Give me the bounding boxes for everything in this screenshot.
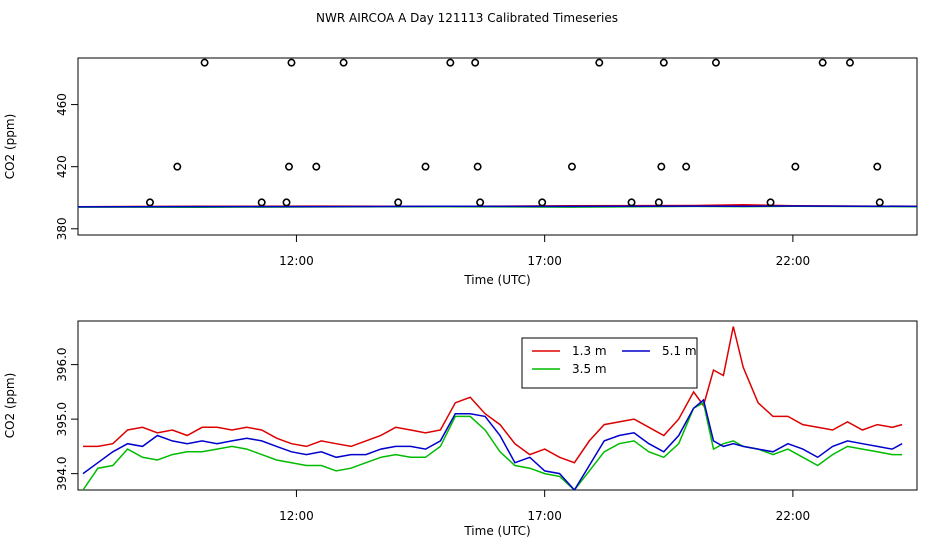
y-tick-label: 395.0 bbox=[55, 402, 69, 436]
plot-frame bbox=[77, 320, 918, 491]
data-point bbox=[818, 58, 827, 67]
x-axis-label: Time (UTC) bbox=[463, 524, 530, 538]
plot-area bbox=[82, 326, 903, 490]
series-line-5.1-m bbox=[82, 398, 903, 490]
data-point bbox=[476, 198, 485, 207]
x-tick-label: 12:00 bbox=[279, 509, 314, 523]
y-axis-label: CO2 (ppm) bbox=[3, 114, 17, 180]
series-line-3.5-m bbox=[82, 401, 903, 490]
data-point bbox=[287, 58, 296, 67]
data-point bbox=[473, 162, 482, 171]
figure-title: NWR AIRCOA A Day 121113 Calibrated Times… bbox=[316, 11, 618, 25]
series-line-5.1-m bbox=[78, 205, 917, 208]
bottom-panel: 12:00 17:00 22:00 394.0 395.0 396.0 Time (UTC)… bbox=[3, 320, 918, 538]
data-point bbox=[282, 198, 291, 207]
data-point bbox=[654, 198, 663, 207]
data-point bbox=[845, 58, 854, 67]
y-tick-label: 396.0 bbox=[55, 347, 69, 381]
y-axis-label: CO2 (ppm) bbox=[3, 373, 17, 439]
data-point bbox=[200, 58, 209, 67]
x-tick-label: 17:00 bbox=[527, 509, 562, 523]
plot-area bbox=[78, 58, 917, 242]
data-point bbox=[231, 236, 237, 242]
data-point bbox=[482, 236, 488, 242]
series-line-1.3-m bbox=[83, 326, 903, 464]
data-point bbox=[284, 162, 293, 171]
data-point bbox=[567, 162, 576, 171]
x-tick-label: 12:00 bbox=[279, 254, 314, 268]
data-point bbox=[791, 162, 800, 171]
legend-label: 1.3 m bbox=[572, 344, 607, 358]
data-point bbox=[257, 198, 266, 207]
data-point bbox=[682, 162, 691, 171]
data-point bbox=[145, 198, 154, 207]
x-axis-label: Time (UTC) bbox=[463, 273, 530, 287]
data-point bbox=[394, 198, 403, 207]
data-point bbox=[421, 162, 430, 171]
data-point bbox=[879, 236, 885, 242]
data-point bbox=[766, 198, 775, 207]
legend-box bbox=[521, 337, 698, 389]
data-point bbox=[657, 162, 666, 171]
data-point bbox=[512, 236, 518, 242]
plot-frame bbox=[77, 57, 918, 236]
data-point bbox=[627, 198, 636, 207]
data-point bbox=[368, 236, 374, 242]
data-point bbox=[312, 162, 321, 171]
top-panel: 12:00 17:00 22:00 380 420 460 Time (UTC) CO2 (p… bbox=[3, 57, 918, 287]
data-point bbox=[653, 236, 659, 242]
data-point bbox=[873, 162, 882, 171]
data-point bbox=[875, 198, 884, 207]
data-point bbox=[446, 58, 455, 67]
y-tick-label: 420 bbox=[55, 155, 69, 178]
data-point bbox=[711, 58, 720, 67]
data-point bbox=[740, 236, 746, 242]
data-point bbox=[119, 236, 125, 242]
x-tick-label: 17:00 bbox=[527, 254, 562, 268]
data-point bbox=[339, 58, 348, 67]
legend-label: 5.1 m bbox=[662, 344, 697, 358]
data-point bbox=[659, 58, 668, 67]
y-tick-label: 380 bbox=[55, 217, 69, 240]
x-tick-label: 22:00 bbox=[776, 254, 811, 268]
x-tick-label: 22:00 bbox=[776, 509, 811, 523]
data-point bbox=[595, 58, 604, 67]
y-tick-label: 460 bbox=[55, 93, 69, 116]
data-point bbox=[471, 58, 480, 67]
data-point bbox=[882, 236, 888, 242]
legend-label: 3.5 m bbox=[572, 362, 607, 376]
data-point bbox=[538, 198, 547, 207]
y-tick-label: 394.0 bbox=[55, 456, 69, 490]
data-point bbox=[173, 162, 182, 171]
data-point bbox=[281, 236, 287, 242]
